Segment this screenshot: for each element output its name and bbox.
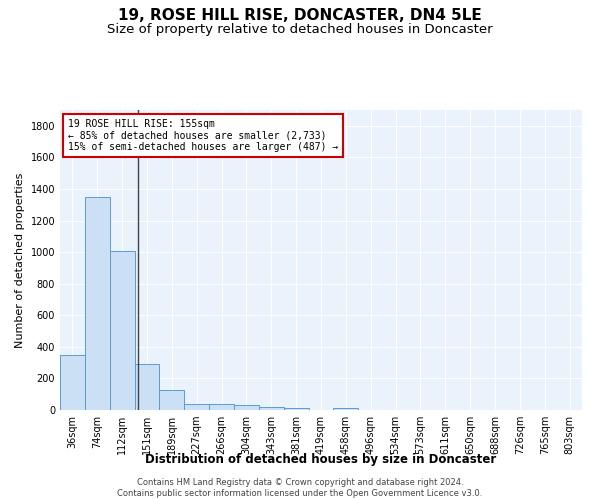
Bar bbox=[209, 404, 234, 410]
Bar bbox=[60, 354, 85, 410]
Bar bbox=[134, 364, 160, 410]
Bar bbox=[160, 390, 184, 410]
Text: 19 ROSE HILL RISE: 155sqm
← 85% of detached houses are smaller (2,733)
15% of se: 19 ROSE HILL RISE: 155sqm ← 85% of detac… bbox=[68, 119, 338, 152]
Text: Distribution of detached houses by size in Doncaster: Distribution of detached houses by size … bbox=[145, 452, 497, 466]
Bar bbox=[259, 407, 284, 410]
Text: 19, ROSE HILL RISE, DONCASTER, DN4 5LE: 19, ROSE HILL RISE, DONCASTER, DN4 5LE bbox=[118, 8, 482, 22]
Text: Size of property relative to detached houses in Doncaster: Size of property relative to detached ho… bbox=[107, 22, 493, 36]
Bar bbox=[234, 406, 259, 410]
Bar bbox=[85, 197, 110, 410]
Text: Contains HM Land Registry data © Crown copyright and database right 2024.
Contai: Contains HM Land Registry data © Crown c… bbox=[118, 478, 482, 498]
Bar bbox=[110, 250, 134, 410]
Y-axis label: Number of detached properties: Number of detached properties bbox=[15, 172, 25, 348]
Bar bbox=[334, 408, 358, 410]
Bar bbox=[184, 404, 209, 410]
Bar bbox=[284, 408, 308, 410]
